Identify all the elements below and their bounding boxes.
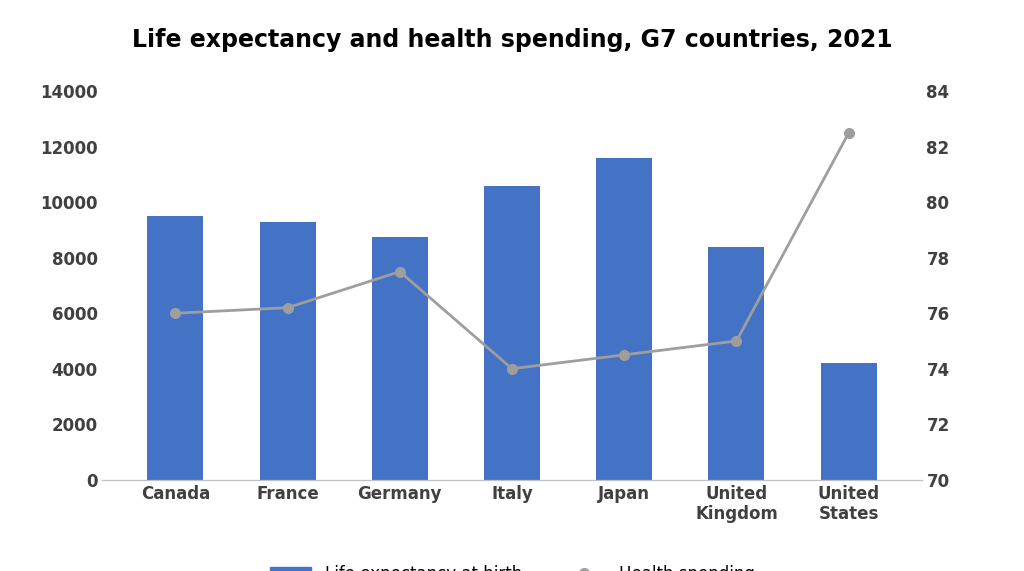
Bar (820, 363, 877, 480)
Bar (147, 216, 204, 480)
Bar (709, 247, 765, 480)
Bar (372, 237, 428, 480)
Text: Life expectancy and health spending, G7 countries, 2021: Life expectancy and health spending, G7 … (132, 28, 892, 52)
Bar (259, 222, 315, 480)
Bar (484, 186, 540, 480)
Bar (596, 158, 652, 480)
Legend: Life expectancy at birth, Health spending: Life expectancy at birth, Health spendin… (263, 558, 761, 571)
